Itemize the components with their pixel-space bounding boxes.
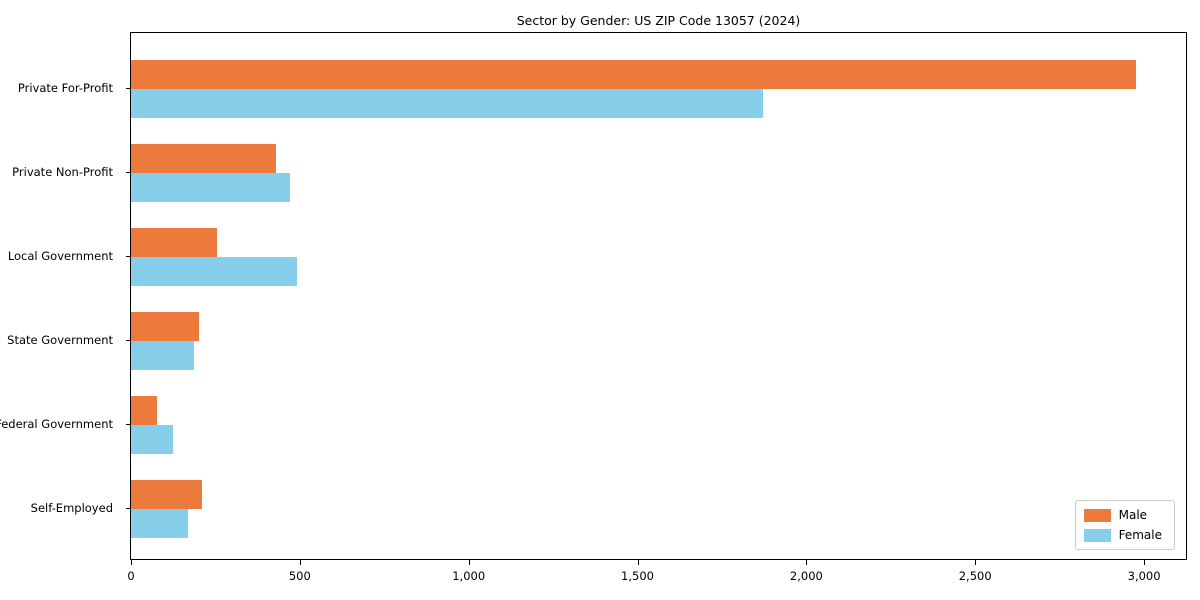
y-axis-label: Local Government xyxy=(7,249,113,263)
bar-female-6 xyxy=(131,509,189,538)
legend-label-female: Female xyxy=(1118,528,1162,542)
x-axis-tick-label: 0 xyxy=(127,569,135,583)
y-axis-tick xyxy=(126,172,131,173)
bar-male-2 xyxy=(131,144,277,173)
x-axis-tick xyxy=(1144,560,1146,565)
y-axis-labels: Private For-Profit Private Non-Profit Loca… xyxy=(0,32,121,560)
y-axis-tick xyxy=(126,88,131,89)
bar-female-3 xyxy=(131,257,297,286)
bar-female-1 xyxy=(131,89,763,118)
x-axis-tick-label: 1,000 xyxy=(452,569,486,583)
bar-male-6 xyxy=(131,480,202,509)
x-axis-tick-label: 500 xyxy=(288,569,311,583)
bar-male-1 xyxy=(131,60,1136,89)
bar-female-4 xyxy=(131,341,194,370)
y-axis-label: Federal Government xyxy=(0,417,113,431)
x-axis-tick-label: 2,000 xyxy=(789,569,823,583)
legend: Male Female xyxy=(1074,500,1175,550)
bar-male-5 xyxy=(131,396,158,425)
x-axis-tick-label: 3,000 xyxy=(1127,569,1161,583)
x-axis-tick-label: 1,500 xyxy=(621,569,654,583)
bar-female-5 xyxy=(131,425,174,454)
y-axis-tick xyxy=(126,424,131,425)
male-legend-swatch xyxy=(1083,508,1111,522)
y-axis-label: Private Non-Profit xyxy=(12,165,113,179)
y-axis-label: State Government xyxy=(7,333,113,347)
legend-item-female: Female xyxy=(1083,528,1162,542)
female-legend-swatch xyxy=(1083,528,1111,542)
y-axis-label: Self-Employed xyxy=(30,501,113,515)
plot-area: Male Female 0 500 1,000 1,500 2,000 2,500 3,00… xyxy=(126,32,1187,583)
x-axis-tick xyxy=(299,560,301,565)
chart-title: Sector by Gender: US ZIP Code 13057 (202… xyxy=(516,13,801,28)
y-axis-label: Private For-Profit xyxy=(17,81,113,95)
y-axis-tick xyxy=(126,256,131,257)
bar-male-4 xyxy=(131,312,199,341)
bar-female-2 xyxy=(131,173,290,202)
legend-label-male: Male xyxy=(1118,508,1148,522)
bar-male-3 xyxy=(131,228,218,257)
legend-item-male: Male xyxy=(1083,508,1162,522)
x-axis-tick xyxy=(806,560,808,565)
x-axis-tick-label: 2,500 xyxy=(958,569,992,583)
x-axis-tick xyxy=(468,560,470,565)
x-axis-tick xyxy=(131,560,132,565)
x-axis-tick xyxy=(637,560,639,565)
y-axis-tick xyxy=(126,508,131,509)
y-axis-tick xyxy=(126,340,131,341)
x-axis-tick xyxy=(975,560,977,565)
